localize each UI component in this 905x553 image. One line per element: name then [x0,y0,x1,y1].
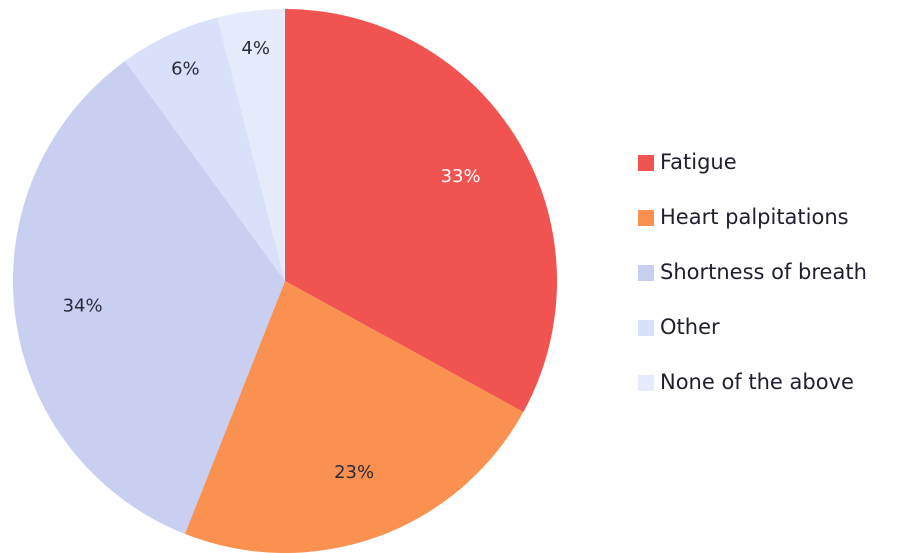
pie-slice [125,17,286,281]
legend-swatch [638,210,654,226]
legend-text: Shortness of breath [660,260,867,284]
legend-text: Other [660,315,720,339]
legend-text: Fatigue [660,150,737,174]
value-label: 4% [241,38,270,59]
legend-swatch [638,265,654,281]
legend-swatch [638,155,654,171]
legend-text: Heart palpitations [660,205,849,229]
pie-slice [285,9,557,413]
legend-swatch [638,320,654,336]
value-label: 34% [63,296,103,317]
value-label: 6% [171,58,200,79]
value-label: 23% [334,462,374,483]
pie-slice [13,60,286,534]
legend-text: None of the above [660,370,854,394]
pie-slice [217,9,285,281]
pie-slice [184,281,524,553]
legend-swatch [638,375,654,391]
value-label: 33% [441,166,481,187]
